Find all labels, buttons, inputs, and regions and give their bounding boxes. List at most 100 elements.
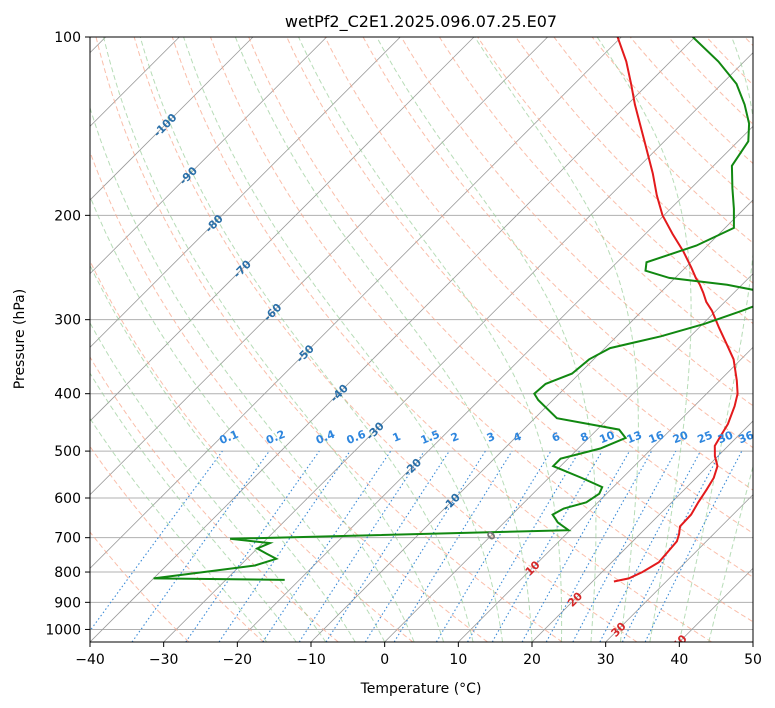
isotherm-label: 30	[609, 620, 629, 640]
y-tick-label: 400	[54, 387, 81, 403]
dry-adiabat-line	[477, 37, 753, 325]
isotherm-line	[458, 346, 753, 642]
y-axis-label: Pressure (hPa)	[12, 289, 28, 389]
dry-adiabat-line	[324, 37, 753, 491]
dry-adiabat-line	[400, 37, 753, 407]
dry-adiabat-line	[438, 37, 753, 366]
isotherm-line	[90, 37, 327, 275]
dry-adiabat-line	[133, 37, 638, 642]
moist-adiabat-line	[234, 37, 533, 642]
isotherm-label: -70	[231, 257, 254, 280]
mixing-ratio-label: 2	[449, 430, 461, 445]
moist-adiabat-line	[90, 106, 415, 642]
isotherm-label: 0	[484, 528, 499, 543]
mixing-ratio-label: 36	[737, 428, 756, 446]
moist-adiabat-line	[183, 37, 503, 642]
isotherm-line	[605, 494, 753, 642]
temperature-profile-line	[613, 37, 739, 583]
mixing-ratio-line	[90, 450, 223, 632]
isotherm-label: -50	[294, 342, 317, 365]
mixing-ratio-label: 10	[598, 428, 617, 446]
moist-adiabat-line	[90, 417, 268, 642]
moist-adiabat-line	[139, 37, 474, 642]
y-tick-label: 1000	[45, 622, 81, 638]
x-axis: −40 −30 −20 −10 0 10 20 30 40 50	[75, 642, 762, 668]
x-tick-label: −10	[296, 652, 326, 668]
isotherm-label: 20	[565, 589, 585, 609]
mixing-ratio-line	[131, 450, 270, 642]
y-tick-label: 700	[54, 531, 81, 547]
dry-adiabat-line	[553, 37, 753, 244]
mixing-ratio-label: 3	[485, 430, 497, 445]
x-tick-label: −30	[149, 652, 179, 668]
dry-adiabat-line	[362, 37, 753, 449]
y-tick-label: 600	[54, 491, 81, 507]
isotherm-label: -90	[177, 164, 200, 187]
moist-adiabat-line	[708, 464, 753, 642]
x-tick-label: −40	[75, 652, 105, 668]
x-tick-label: 40	[670, 652, 688, 668]
isotherm-line	[90, 37, 401, 348]
dry-adiabat-line	[591, 37, 753, 204]
mixing-ratio-label: 30	[716, 428, 735, 446]
mixing-ratio-line	[185, 450, 320, 642]
dry-adiabat-line	[90, 259, 414, 642]
isotherm-line	[90, 37, 622, 569]
isotherm-line	[163, 52, 753, 642]
moist-adiabat-line	[474, 37, 639, 642]
x-tick-label: −20	[223, 652, 253, 668]
dry-adiabat-line	[210, 37, 753, 623]
y-tick-label: 900	[54, 595, 81, 611]
y-tick-label: 800	[54, 565, 81, 581]
mixing-ratio-line	[467, 450, 580, 642]
dry-adiabat-line	[95, 37, 563, 642]
dry-adiabat-line	[706, 37, 753, 86]
dry-adiabat-line	[171, 37, 712, 642]
profiles	[153, 37, 753, 583]
isotherm-line	[752, 641, 753, 642]
mixing-ratio-line	[644, 450, 743, 642]
dewpoint-profile-line	[153, 37, 753, 581]
mixing-ratio-label: 1	[391, 430, 403, 445]
isotherm-label: -10	[440, 491, 463, 514]
y-tick-label: 500	[54, 444, 81, 460]
dry-adiabat-line	[90, 531, 190, 642]
dry-adiabat-line	[248, 37, 753, 578]
moist-adiabat-line	[90, 195, 386, 642]
dry-adiabat-line	[668, 37, 753, 125]
mixing-ratio-label: 0.2	[264, 428, 287, 447]
dry-adiabat-line	[515, 37, 753, 284]
moist-adiabat-line	[103, 37, 445, 642]
x-tick-label: 10	[449, 652, 467, 668]
x-tick-label: 0	[380, 652, 389, 668]
moist-adiabat-line	[90, 372, 297, 642]
isotherm-line	[531, 420, 753, 642]
x-tick-label: 30	[597, 652, 615, 668]
mixing-ratio-line	[599, 450, 701, 642]
isotherm-label: -60	[261, 301, 284, 324]
isotherm-line	[90, 37, 475, 422]
y-tick-label: 200	[54, 208, 81, 224]
dry-adiabat-line	[90, 150, 488, 642]
mixing-ratio-label: 1.5	[419, 428, 442, 447]
moist-adiabat-line	[90, 321, 327, 642]
mixing-ratio-line	[521, 450, 630, 642]
isotherm-line	[310, 199, 753, 642]
mixing-ratio-line	[572, 450, 677, 642]
mixing-ratio-line	[393, 450, 513, 642]
y-axis: 100 200 300 400 500 600 700 800 900 1000	[45, 30, 90, 638]
mixing-ratio-label: 25	[695, 428, 714, 446]
isotherm-line	[90, 37, 696, 642]
mixing-ratio-line	[218, 450, 351, 642]
isotherm-line	[384, 273, 753, 642]
background-lines	[90, 37, 753, 642]
mixing-ratio-line	[298, 450, 425, 642]
mixing-ratio-label: 8	[578, 430, 590, 445]
moist-adiabat-line	[678, 37, 753, 642]
isotherm-line	[237, 125, 753, 642]
isotherm-line	[679, 567, 753, 642]
mixing-ratio-label: 13	[625, 428, 644, 446]
isotherm-line	[90, 37, 254, 201]
mixing-ratio-label: 0.1	[217, 428, 240, 447]
mixing-ratio-label: 16	[647, 428, 666, 446]
